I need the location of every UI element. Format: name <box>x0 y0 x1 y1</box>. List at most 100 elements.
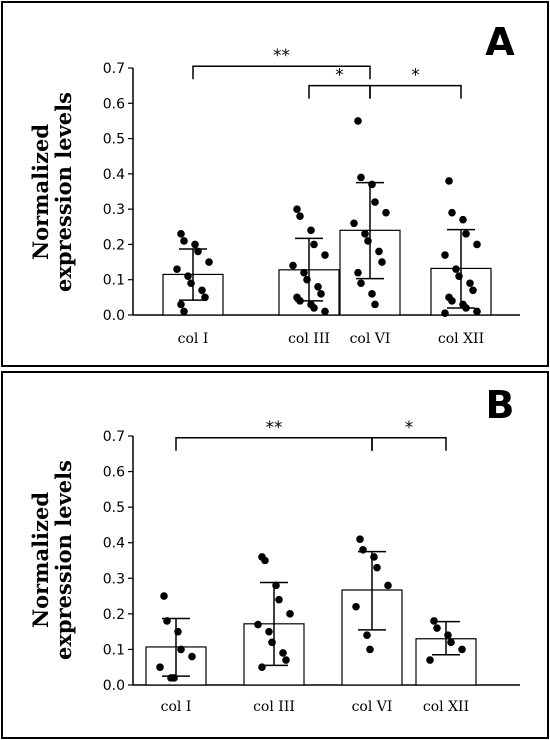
data-point <box>201 293 209 302</box>
y-tick-label: 0.7 <box>103 61 125 77</box>
data-point <box>265 627 273 636</box>
y-tick-label: 0.3 <box>103 571 125 587</box>
data-point <box>187 279 195 288</box>
data-point <box>272 581 280 590</box>
y-tick-label: 0.0 <box>103 678 125 694</box>
y-axis-label: Normalizedexpression levels <box>28 92 76 292</box>
y-tick-label: 0.1 <box>103 642 125 658</box>
significance-bracket <box>369 84 462 99</box>
data-point <box>354 268 362 277</box>
y-tick-label: 0.1 <box>103 273 125 289</box>
data-point <box>430 617 438 625</box>
x-tick-label: col XII <box>423 699 469 715</box>
data-point <box>198 286 206 295</box>
y-tick-label: 0.2 <box>103 607 125 623</box>
data-point <box>452 265 460 273</box>
data-point <box>473 307 481 316</box>
data-point <box>364 237 372 245</box>
data-point <box>286 610 294 618</box>
significance-label: ** <box>273 46 290 66</box>
data-point <box>300 268 308 277</box>
data-point <box>469 286 477 295</box>
data-point <box>371 198 379 206</box>
data-point <box>368 180 376 189</box>
data-point <box>275 595 283 604</box>
data-point <box>382 208 390 217</box>
data-point <box>354 117 362 125</box>
x-tick-label: col VI <box>352 699 393 715</box>
y-axis-label-line: Normalized <box>28 124 53 260</box>
data-point <box>448 208 456 217</box>
y-tick-label: 0.0 <box>103 308 125 324</box>
data-point <box>289 261 297 270</box>
data-point <box>180 307 188 316</box>
x-tick-label: col I <box>178 331 209 347</box>
data-point <box>258 663 266 672</box>
data-point <box>188 652 196 661</box>
y-axis-label: Normalizedexpression levels <box>28 460 76 660</box>
x-tick-label: col XII <box>438 331 484 347</box>
data-point <box>156 663 164 672</box>
x-tick-label: col III <box>253 699 295 715</box>
data-point <box>163 617 171 625</box>
data-point <box>357 279 365 288</box>
data-point <box>459 215 467 224</box>
data-point <box>370 553 378 561</box>
y-tick-label: 0.4 <box>103 167 125 183</box>
data-point <box>296 212 304 220</box>
data-point <box>373 563 381 572</box>
data-point <box>366 645 374 654</box>
data-point <box>458 645 466 654</box>
data-point <box>444 631 452 639</box>
panel-b: B Normalizedexpression levels 0.0 0.1 0.2 0.3… <box>1 371 549 739</box>
data-point <box>177 300 185 309</box>
significance-label: * <box>335 66 344 86</box>
y-tick-label: 0.7 <box>103 429 125 445</box>
data-point <box>321 251 329 259</box>
data-point <box>191 240 199 249</box>
data-point <box>194 247 202 256</box>
data-point <box>363 631 371 639</box>
data-point <box>433 624 441 632</box>
data-point <box>321 307 329 316</box>
y-axis-label-line: Normalized <box>28 492 53 628</box>
data-point <box>462 304 470 312</box>
data-point <box>261 556 269 565</box>
data-point <box>170 674 178 682</box>
data-point <box>426 656 434 664</box>
data-point <box>352 602 360 611</box>
data-point <box>317 290 325 298</box>
data-point <box>466 279 474 288</box>
panel-letter: A <box>485 20 515 64</box>
data-point <box>455 272 463 280</box>
data-point <box>384 581 392 590</box>
data-point <box>296 297 304 305</box>
y-tick-label: 0.2 <box>103 237 125 253</box>
data-point <box>357 173 365 182</box>
significance-label: * <box>405 418 414 438</box>
y-axis-label-line: expression levels <box>51 460 76 660</box>
y-tick-label: 0.4 <box>103 536 125 552</box>
data-point <box>177 645 185 654</box>
data-point <box>310 240 318 249</box>
significance-bracket <box>192 65 371 80</box>
data-point <box>441 251 449 259</box>
data-point <box>375 247 383 256</box>
data-point <box>174 627 182 636</box>
y-tick-label: 0.6 <box>103 465 125 481</box>
significance-label: * <box>411 66 420 86</box>
data-point <box>293 205 301 213</box>
data-point <box>254 620 262 629</box>
y-tick-label: 0.5 <box>103 500 125 516</box>
data-point <box>371 300 379 309</box>
y-axis-label-line: expression levels <box>51 92 76 292</box>
data-point <box>356 535 364 543</box>
data-point <box>359 546 367 554</box>
data-point <box>378 258 386 266</box>
data-point <box>441 309 449 318</box>
data-point <box>160 592 168 600</box>
data-point <box>184 272 192 280</box>
data-point <box>445 177 453 185</box>
data-point <box>448 297 456 305</box>
